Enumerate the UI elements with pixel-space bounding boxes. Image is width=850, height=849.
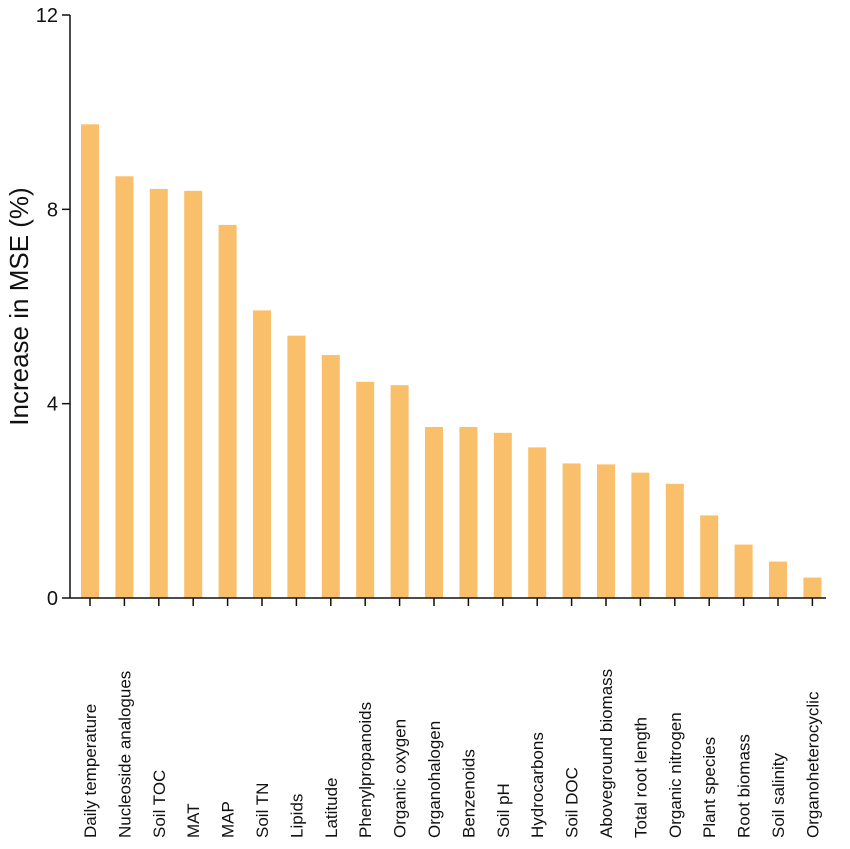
bars-layer bbox=[81, 124, 822, 599]
x-tick-label-20: Soil salinity bbox=[769, 752, 788, 838]
x-tick-label-1: Nucleoside analogues bbox=[115, 671, 134, 838]
bar-0 bbox=[81, 124, 99, 598]
bar-10 bbox=[425, 426, 443, 598]
x-tick-label-16: Total root length bbox=[631, 717, 650, 838]
x-tick-label-6: Lipids bbox=[287, 794, 306, 838]
bar-4 bbox=[218, 224, 237, 598]
bar-15 bbox=[597, 464, 615, 598]
x-tick-label-17: Organic nitrogen bbox=[666, 712, 685, 838]
x-tick-label-12: Soil pH bbox=[494, 783, 513, 838]
bar-3 bbox=[184, 190, 203, 598]
bar-7 bbox=[321, 355, 340, 598]
bar-20 bbox=[769, 561, 787, 598]
x-tick-label-5: Soil TN bbox=[253, 783, 272, 838]
bar-17 bbox=[665, 483, 684, 598]
x-tick-label-9: Organic oxygen bbox=[391, 719, 410, 838]
x-tick-label-14: Soil DOC bbox=[563, 767, 582, 838]
x-tick-label-2: Soil TOC bbox=[150, 770, 169, 838]
y-tick-label-3: 12 bbox=[36, 5, 58, 27]
axes-layer bbox=[62, 14, 826, 606]
bar-5 bbox=[253, 310, 271, 598]
bar-21 bbox=[803, 577, 822, 598]
x-tick-label-21: Organoheterocyclic bbox=[803, 691, 822, 838]
y-tick-label-0: 0 bbox=[47, 588, 58, 610]
x-tick-label-19: Root biomass bbox=[735, 734, 754, 838]
bar-16 bbox=[631, 472, 650, 598]
x-tick-label-15: Aboveground biomass bbox=[597, 669, 616, 838]
bar-18 bbox=[700, 515, 719, 598]
bar-8 bbox=[356, 381, 375, 598]
x-tick-label-10: Organohalogen bbox=[425, 721, 444, 838]
bar-13 bbox=[528, 447, 547, 598]
bar-9 bbox=[390, 385, 409, 598]
bar-1 bbox=[115, 176, 134, 599]
x-tick-label-4: MAP bbox=[219, 801, 238, 838]
x-tick-label-13: Hydrocarbons bbox=[528, 732, 547, 838]
x-tick-label-0: Daily temperature bbox=[81, 704, 100, 838]
x-tick-label-3: MAT bbox=[184, 803, 203, 838]
labels-layer: 0 4 8 12 Daily temperature Nucleoside analogu… bbox=[36, 5, 823, 838]
x-tick-label-11: Benzenoids bbox=[459, 749, 478, 838]
y-tick-label-1: 4 bbox=[47, 394, 58, 416]
y-axis-title: Increase in MSE (%) bbox=[4, 187, 34, 425]
bar-2 bbox=[149, 188, 168, 598]
bar-12 bbox=[493, 432, 512, 598]
bar-11 bbox=[459, 426, 478, 598]
x-tick-label-7: Latitude bbox=[322, 778, 341, 839]
x-tick-label-18: Plant species bbox=[700, 737, 719, 838]
y-tick-label-2: 8 bbox=[47, 199, 58, 221]
x-tick-label-8: Phenylpropanoids bbox=[356, 702, 375, 838]
bar-6 bbox=[287, 335, 306, 598]
bar-14 bbox=[562, 463, 581, 598]
bar-19 bbox=[734, 544, 753, 598]
